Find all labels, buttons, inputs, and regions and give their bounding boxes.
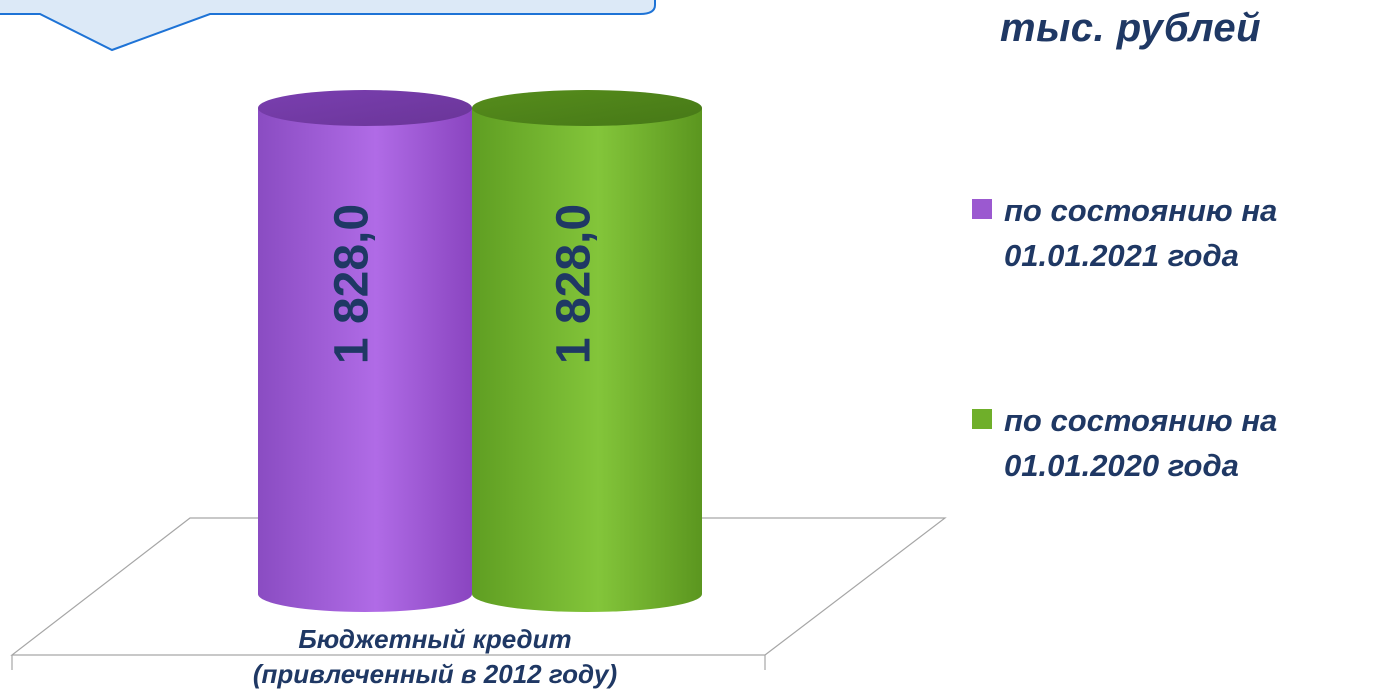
bar-top xyxy=(258,90,472,126)
bar-2020: 1 828,0 xyxy=(472,90,702,612)
legend-swatch-2021 xyxy=(972,199,992,219)
header-callout-shape xyxy=(0,0,656,52)
bar-body xyxy=(472,108,702,612)
legend-item-2020: по состоянию на 01.01.2020 года xyxy=(972,398,1382,488)
bar-body xyxy=(258,108,472,612)
bar-2021: 1 828,0 xyxy=(258,90,472,612)
category-label: Бюджетный кредит (привлеченный в 2012 го… xyxy=(252,624,618,689)
legend-swatch-2020 xyxy=(972,409,992,429)
bar-value-label: 1 828,0 xyxy=(326,204,379,364)
unit-label: тыс. рублей xyxy=(1000,6,1262,50)
bar-value-label: 1 828,0 xyxy=(548,204,601,364)
legend-item-2021: по состоянию на 01.01.2021 года xyxy=(972,188,1382,278)
bar-top xyxy=(472,90,702,126)
legend-label-2021: по состоянию на 01.01.2021 года xyxy=(1004,193,1278,273)
legend-label-2020: по состоянию на 01.01.2020 года xyxy=(1004,403,1278,483)
